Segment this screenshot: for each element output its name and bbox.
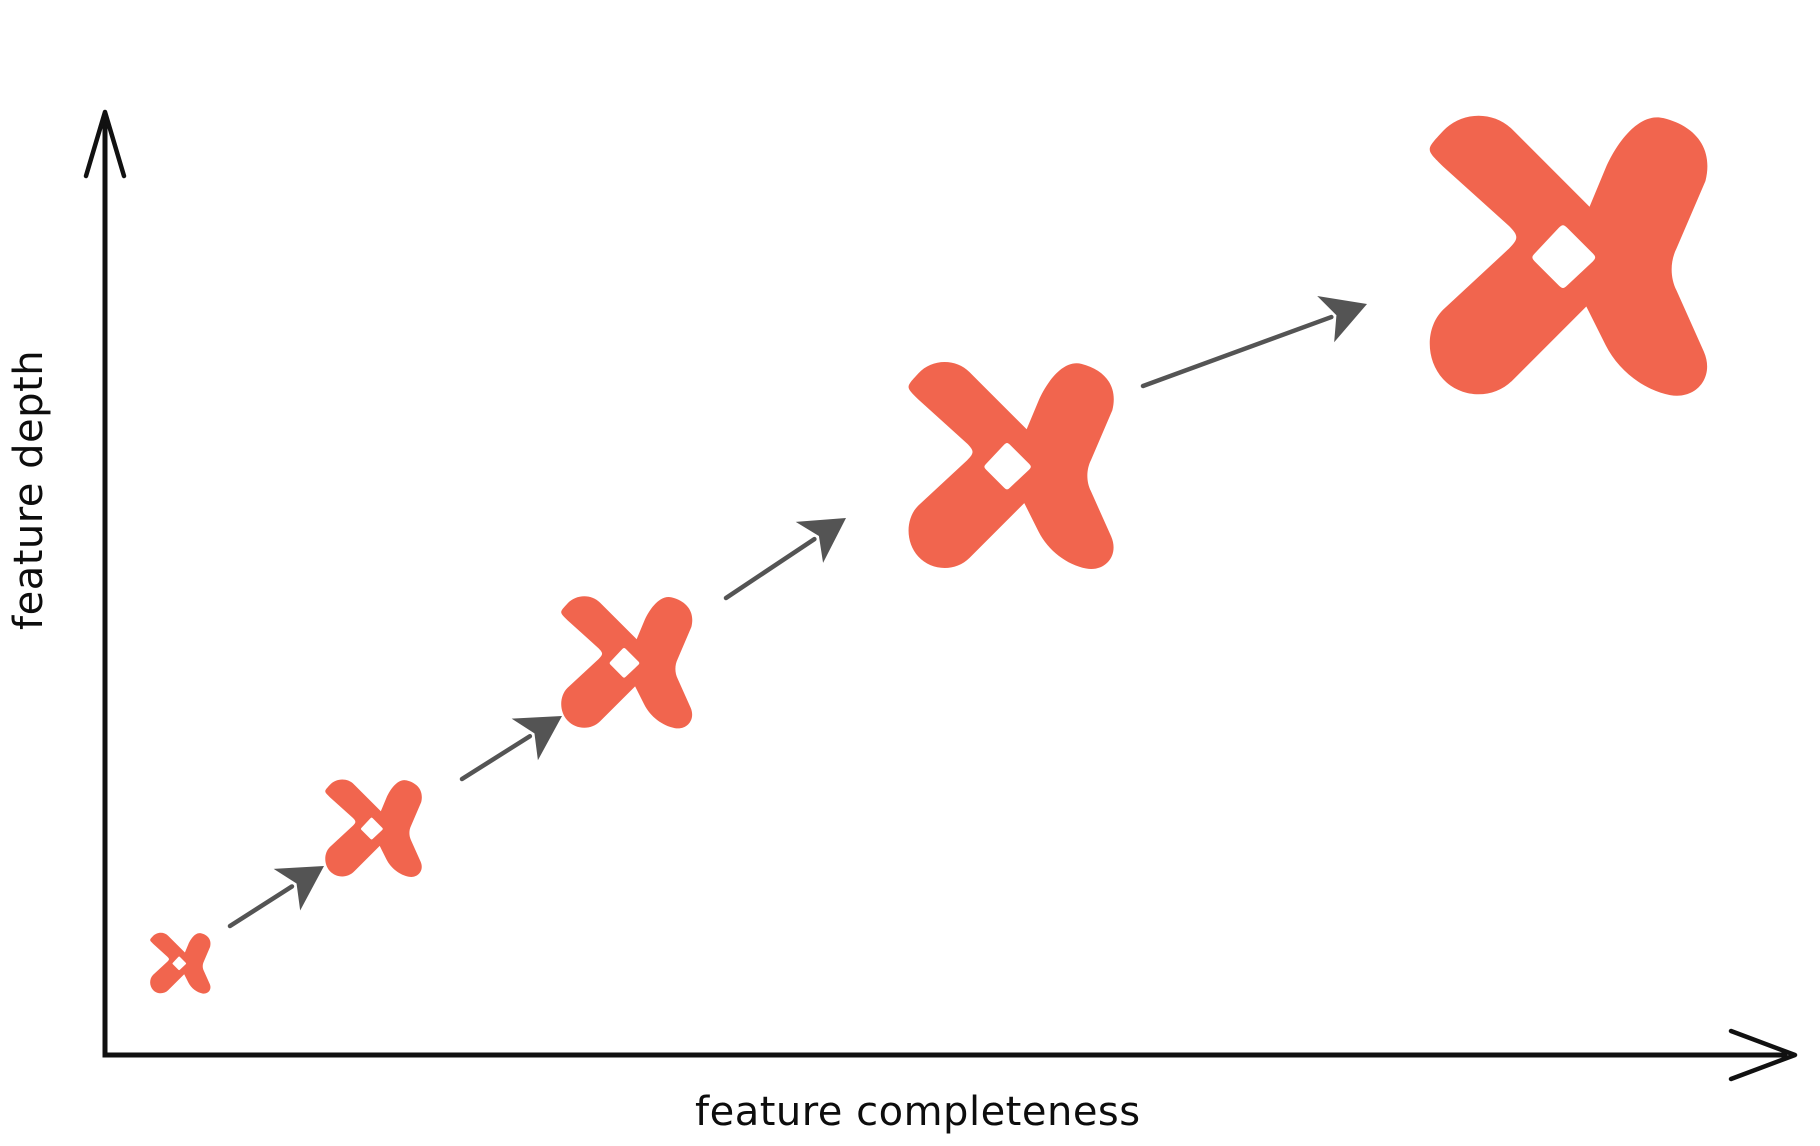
arrow-shaft: [227, 884, 295, 929]
x-axis-arrowhead-icon: [1728, 1028, 1798, 1082]
arrow-head-icon: [511, 716, 562, 761]
data-point-marker: [561, 596, 693, 729]
arrow-head-icon: [273, 866, 324, 911]
data-point-marker: [150, 932, 211, 994]
progression-arrow: [227, 866, 324, 929]
arrow-shaft: [723, 536, 817, 601]
data-point-marker: [1429, 115, 1708, 396]
arrow-head-icon: [1317, 295, 1367, 343]
progression-arrow: [459, 716, 562, 782]
arrow-shaft: [1140, 314, 1334, 389]
arrow-shaft: [459, 734, 533, 782]
progression-arrow: [723, 518, 846, 601]
y-axis-arrowhead-icon: [83, 109, 127, 179]
data-point-markers: [150, 115, 1708, 994]
progression-arrows: [227, 295, 1367, 929]
y-axis-label: feature depth: [6, 350, 52, 630]
arrow-head-icon: [795, 518, 846, 563]
axes-group: [83, 109, 1798, 1082]
data-point-marker: [325, 779, 422, 877]
data-point-marker: [908, 362, 1114, 570]
x-axis-label: feature completeness: [695, 1089, 1141, 1135]
progression-arrow: [1140, 295, 1367, 389]
